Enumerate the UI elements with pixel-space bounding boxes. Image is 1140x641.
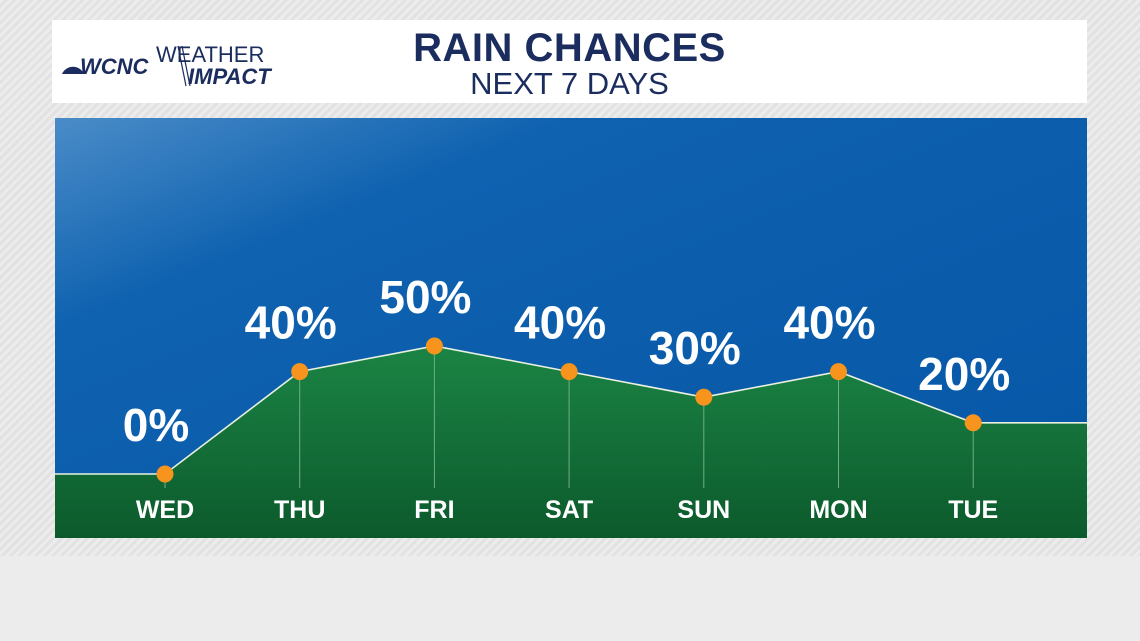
data-point [964, 414, 982, 432]
logo-brand-1: WEATHER [156, 42, 264, 67]
data-point [425, 337, 443, 355]
logo-station: WCNC [80, 54, 150, 79]
x-tick-label: SUN [677, 496, 730, 524]
data-point [560, 363, 578, 381]
data-label: 20% [918, 348, 1010, 400]
x-tick-label: MON [809, 496, 867, 524]
x-tick-label: FRI [414, 496, 454, 524]
chart-subtitle: NEXT 7 DAYS [470, 66, 669, 101]
x-tick-label: THU [274, 496, 325, 524]
data-point [695, 388, 713, 406]
x-tick-label: SAT [545, 496, 593, 524]
data-point [830, 363, 847, 381]
data-label: 40% [245, 297, 337, 349]
area-fill [55, 346, 1087, 538]
data-label: 0% [123, 399, 189, 451]
data-label: 40% [514, 297, 606, 349]
chart-title: RAIN CHANCES [413, 26, 726, 70]
header-bar: WCNC WEATHER IMPACT RAIN CHANCES NEXT 7 … [52, 20, 1087, 103]
data-label: 40% [783, 297, 875, 349]
data-point [156, 465, 174, 483]
data-label: 50% [379, 271, 471, 323]
background-band [0, 556, 1140, 641]
nbc-peacock-icon [62, 66, 84, 74]
logo-brand-2: IMPACT [188, 64, 272, 88]
x-tick-label: TUE [948, 496, 998, 524]
x-tick-label: WED [136, 496, 194, 524]
data-label: 30% [649, 322, 741, 374]
data-point [291, 363, 309, 381]
wcnc-weather-impact-logo: WCNC WEATHER IMPACT [62, 42, 272, 88]
